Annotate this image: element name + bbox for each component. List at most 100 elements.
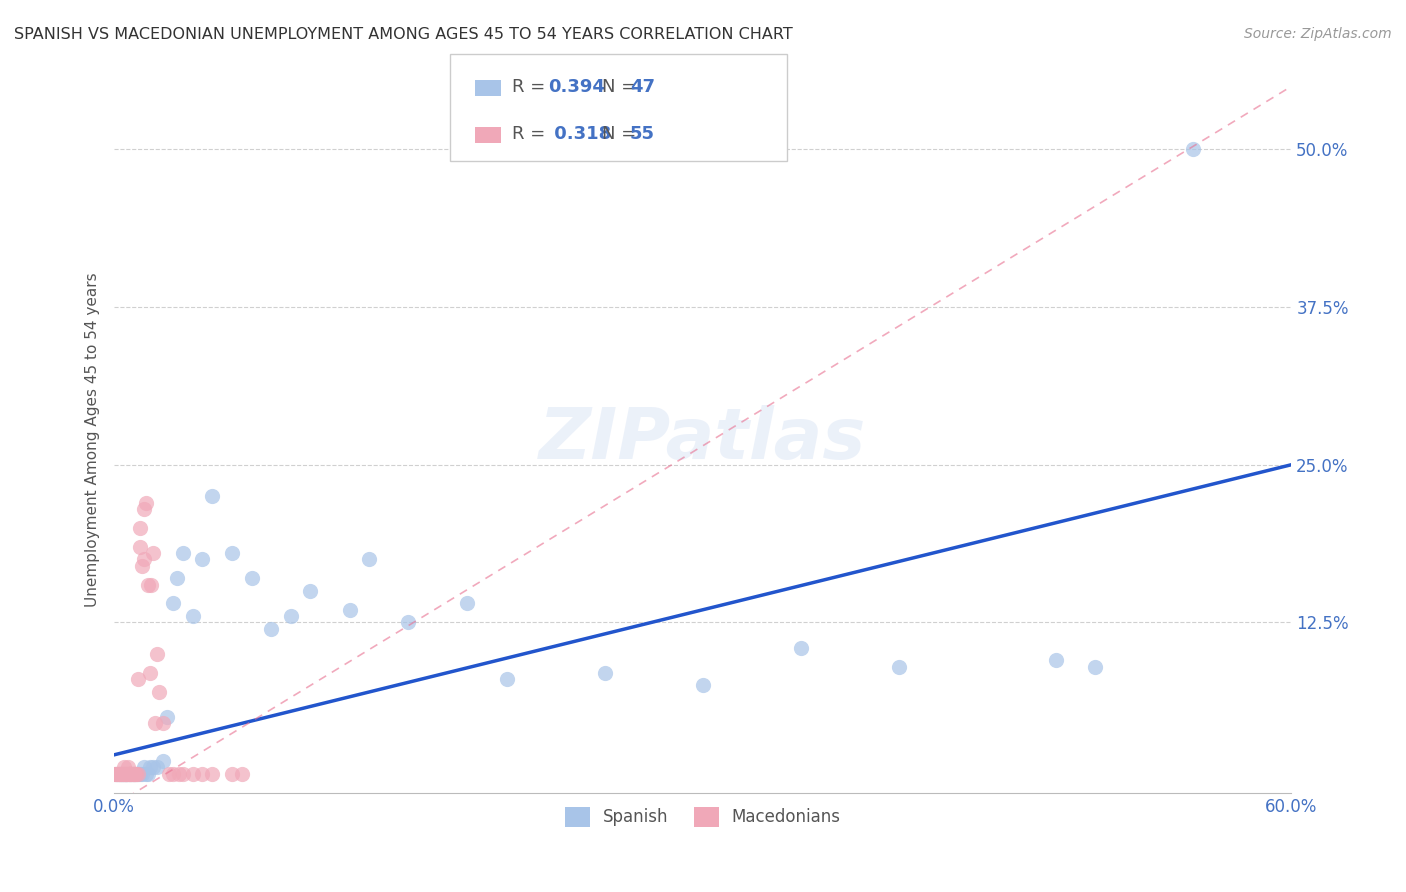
Point <box>112 760 135 774</box>
Point <box>128 540 150 554</box>
Point <box>136 766 159 780</box>
Point <box>152 754 174 768</box>
Point <box>191 552 214 566</box>
Text: 47: 47 <box>630 78 655 96</box>
Point <box>117 766 139 780</box>
Text: 0.394: 0.394 <box>548 78 605 96</box>
Point <box>1084 659 1107 673</box>
Point <box>221 546 243 560</box>
Point <box>115 766 138 780</box>
Point <box>166 571 188 585</box>
Point <box>128 766 150 780</box>
Point <box>221 766 243 780</box>
Point <box>135 495 157 509</box>
Point <box>112 766 135 780</box>
Point <box>172 766 194 780</box>
Point <box>108 766 131 780</box>
Point <box>107 766 129 780</box>
Point <box>105 766 128 780</box>
Text: Source: ZipAtlas.com: Source: ZipAtlas.com <box>1244 27 1392 41</box>
Point <box>456 597 478 611</box>
Point <box>138 665 160 680</box>
Text: R =: R = <box>512 125 551 143</box>
Point <box>132 760 155 774</box>
Point <box>593 665 616 680</box>
Point <box>138 760 160 774</box>
Point <box>201 489 224 503</box>
Point <box>280 609 302 624</box>
Point <box>111 766 134 780</box>
Point <box>495 672 517 686</box>
Point <box>148 685 170 699</box>
Point <box>141 577 163 591</box>
Point <box>107 766 129 780</box>
Point <box>105 766 128 780</box>
Point <box>181 609 204 624</box>
Point <box>136 577 159 591</box>
Point <box>115 766 138 780</box>
Point <box>156 710 179 724</box>
Text: 55: 55 <box>630 125 655 143</box>
Text: N =: N = <box>602 78 641 96</box>
Point <box>112 766 135 780</box>
Point <box>181 766 204 780</box>
Point <box>122 766 145 780</box>
Text: ZIPatlas: ZIPatlas <box>538 405 866 474</box>
Text: N =: N = <box>602 125 641 143</box>
Point <box>231 766 253 780</box>
Point <box>103 766 125 780</box>
Point <box>115 766 138 780</box>
Point <box>142 546 165 560</box>
Point <box>122 766 145 780</box>
Point <box>118 766 141 780</box>
Point <box>118 766 141 780</box>
Point <box>162 766 184 780</box>
Point <box>398 615 420 630</box>
Point <box>125 766 148 780</box>
Point <box>122 766 145 780</box>
Point <box>118 766 141 780</box>
Point <box>887 659 910 673</box>
Point <box>135 766 157 780</box>
Text: SPANISH VS MACEDONIAN UNEMPLOYMENT AMONG AGES 45 TO 54 YEARS CORRELATION CHART: SPANISH VS MACEDONIAN UNEMPLOYMENT AMONG… <box>14 27 793 42</box>
Point <box>131 558 153 573</box>
Point <box>121 766 143 780</box>
Point <box>131 766 153 780</box>
Point <box>117 766 139 780</box>
Point <box>240 571 263 585</box>
Point <box>115 766 138 780</box>
Point <box>142 760 165 774</box>
Point <box>172 546 194 560</box>
Point <box>132 501 155 516</box>
Point <box>112 766 135 780</box>
Point <box>127 672 149 686</box>
Point <box>125 766 148 780</box>
Point <box>145 716 167 731</box>
Point <box>299 583 322 598</box>
Point <box>1045 653 1067 667</box>
Point <box>127 766 149 780</box>
Point <box>111 766 134 780</box>
Point <box>132 552 155 566</box>
Point <box>127 766 149 780</box>
Text: R =: R = <box>512 78 551 96</box>
Point <box>128 521 150 535</box>
Point <box>117 760 139 774</box>
Point <box>162 597 184 611</box>
Legend: Spanish, Macedonians: Spanish, Macedonians <box>558 800 848 834</box>
Point <box>117 766 139 780</box>
Point <box>118 766 141 780</box>
Point <box>146 647 169 661</box>
Point <box>125 766 148 780</box>
Point <box>107 766 129 780</box>
Point <box>108 766 131 780</box>
Point <box>339 603 361 617</box>
Point <box>201 766 224 780</box>
Point <box>121 766 143 780</box>
Point <box>260 622 283 636</box>
Point <box>111 766 134 780</box>
Y-axis label: Unemployment Among Ages 45 to 54 years: Unemployment Among Ages 45 to 54 years <box>86 272 100 607</box>
Point <box>108 766 131 780</box>
Point <box>146 760 169 774</box>
Point <box>111 766 134 780</box>
